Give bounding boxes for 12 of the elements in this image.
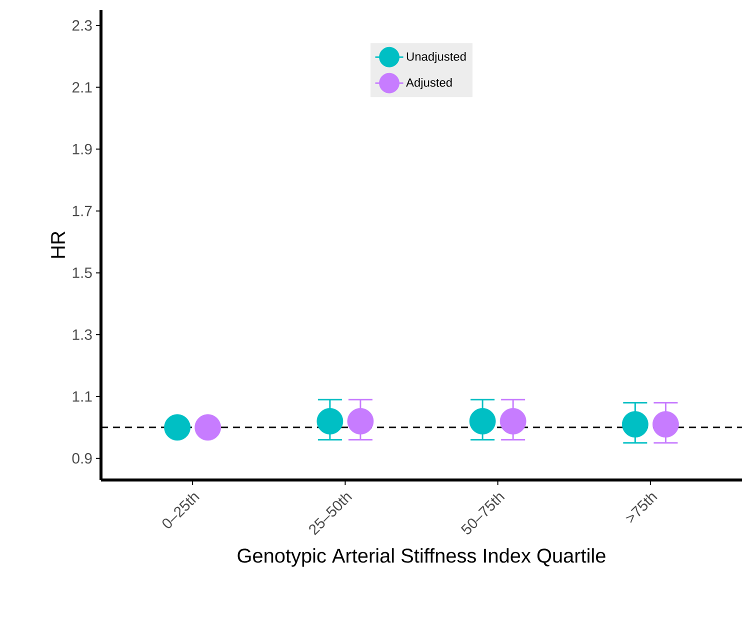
y-tick-label: 0.9 — [72, 453, 92, 464]
y-tick-label: 2.1 — [72, 82, 92, 93]
y-tick-label: 1.5 — [72, 268, 92, 278]
legend-label: Unadjusted — [406, 52, 466, 64]
y-axis-title: HR — [51, 232, 65, 258]
y-tick-label: 1.1 — [72, 391, 92, 402]
y-tick-label: 1.9 — [72, 144, 92, 154]
y-tick-label: 2.3 — [72, 20, 92, 31]
y-tick-label: 1.7 — [72, 206, 92, 216]
y-tick-label: 1.3 — [72, 329, 92, 340]
legend-label: Adjusted — [406, 78, 452, 90]
x-axis-title: Genotypic Arterial Stiffness Index Quartile — [238, 548, 606, 567]
